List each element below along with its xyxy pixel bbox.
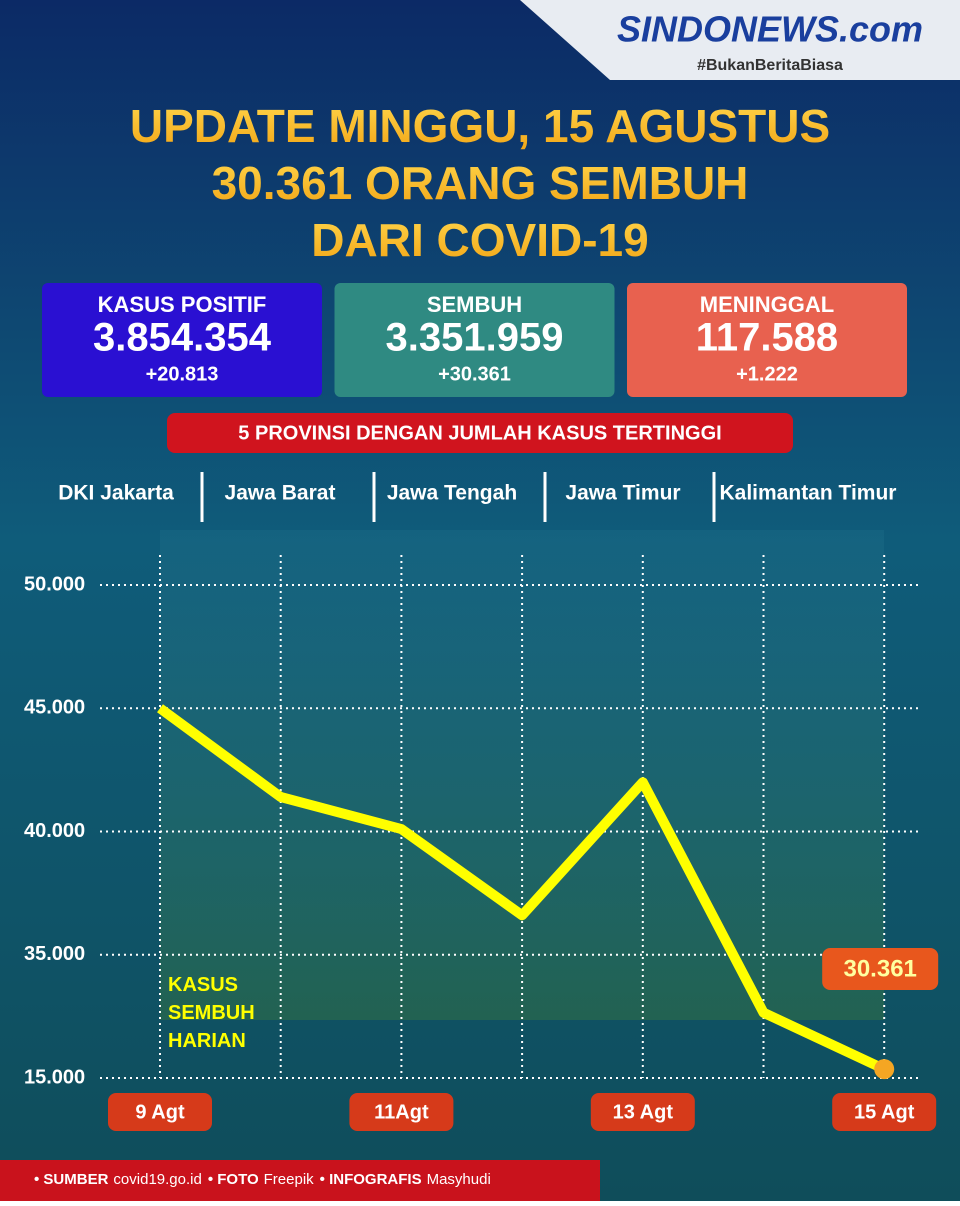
footer: • SUMBER covid19.go.id • FOTO Freepik • INFO… <box>34 1171 491 1188</box>
stat-box <box>334 283 615 397</box>
stat-change: +30.361 <box>438 363 511 385</box>
end-point <box>874 1059 895 1080</box>
stat-label: KASUS POSITIF <box>98 292 267 317</box>
city-photo <box>160 530 884 1020</box>
brand-banner <box>520 0 960 80</box>
footer-text: Masyhudi <box>427 1171 491 1188</box>
y-tick-label: 45.000 <box>24 697 85 719</box>
province-name: Kalimantan Timur <box>720 482 897 505</box>
stat-total: 3.351.959 <box>386 316 564 360</box>
stat-total: 117.588 <box>696 316 838 360</box>
footer-bar <box>0 1160 600 1201</box>
title-line: DARI COVID-19 <box>311 214 648 266</box>
stat-label: MENINGGAL <box>700 292 834 317</box>
x-tick-label: 9 Agt <box>135 1101 185 1123</box>
value-label-box <box>822 948 939 990</box>
footer-text: Freepik <box>264 1171 315 1188</box>
x-label-box <box>108 1093 212 1131</box>
x-label-box <box>832 1093 937 1131</box>
y-tick-label: 35.000 <box>24 943 85 965</box>
province-title: 5 PROVINSI DENGAN JUMLAH KASUS TERTINGGI <box>238 422 721 444</box>
stat-change: +20.813 <box>146 363 219 385</box>
province-banner <box>167 413 793 453</box>
stat-change: +1.222 <box>736 363 798 385</box>
title-line: UPDATE MINGGU, 15 AGUSTUS <box>130 100 830 152</box>
province-name: DKI Jakarta <box>58 482 174 505</box>
x-label-box <box>349 1093 454 1131</box>
province-name: Jawa Barat <box>225 482 336 505</box>
brand: SINDONEWS.com <box>617 9 923 50</box>
province-name: Jawa Tengah <box>387 482 517 505</box>
province-name: Jawa Timur <box>565 482 680 505</box>
y-tick-label: 40.000 <box>24 820 85 842</box>
value-label: 30.361 <box>843 955 916 982</box>
x-tick-label: 15 Agt <box>854 1101 915 1123</box>
x-tick-label: 13 Agt <box>613 1101 674 1123</box>
title-line: 30.361 ORANG SEMBUH <box>212 157 749 209</box>
x-label-box <box>590 1093 695 1131</box>
tagline: #BukanBeritaBiasa <box>697 57 843 74</box>
stat-label: SEMBUH <box>427 292 522 317</box>
y-tick-label: 15.000 <box>24 1066 85 1088</box>
stat-box <box>42 283 322 397</box>
footer-label: • SUMBER <box>34 1171 109 1188</box>
x-tick-label: 11Agt <box>374 1101 429 1123</box>
annotation: KASUS SEMBUH HARIAN <box>168 974 255 1052</box>
stat-total: 3.854.354 <box>93 316 272 360</box>
y-tick-label: 50.000 <box>24 573 85 595</box>
footer-label: • FOTO <box>208 1171 259 1188</box>
stat-box <box>627 283 907 397</box>
line <box>157 704 887 1074</box>
footer-text: covid19.go.id <box>113 1171 201 1188</box>
footer-label: • INFOGRAFIS <box>320 1171 422 1188</box>
